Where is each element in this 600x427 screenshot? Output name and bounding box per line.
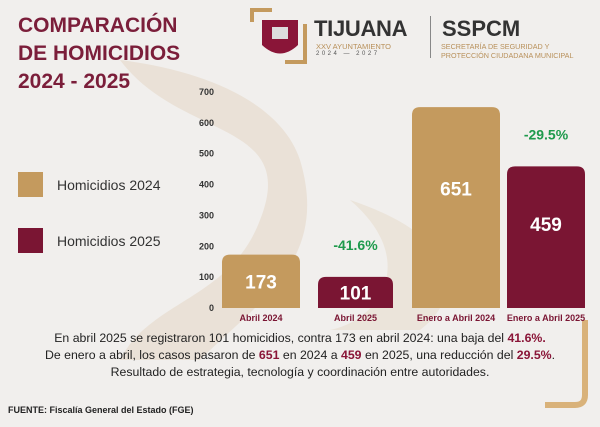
summary-line-3: Resultado de estrategia, tecnología y co… <box>110 365 490 379</box>
y-tick-label: 100 <box>199 272 214 282</box>
text: en 2024 a <box>279 348 341 362</box>
highlight: 651 <box>258 348 280 362</box>
summary-line-2: De enero a abril, los casos pasaron de 6… <box>0 347 600 364</box>
y-tick-label: 400 <box>199 180 214 190</box>
legend-label: Homicidios 2025 <box>57 232 161 249</box>
logo-tijuana: TIJUANA <box>314 16 408 41</box>
y-tick-label: 200 <box>199 241 214 251</box>
logo-org-name: SECRETARÍA DE SEGURIDAD Y PROTECCIÓN CIU… <box>441 42 573 60</box>
text: . <box>551 348 556 362</box>
bar <box>318 276 393 308</box>
page-title: COMPARACIÓN DE HOMICIDIOS 2024 - 2025 <box>18 12 180 96</box>
title-line: COMPARACIÓN <box>18 14 178 37</box>
logo-ayuntamiento: XXV AYUNTAMIENTO <box>316 42 392 51</box>
org-line: PROTECCIÓN CIUDADANA MUNICIPAL <box>441 51 574 60</box>
bar <box>222 254 300 308</box>
logo-divider <box>430 16 431 58</box>
source-note: FUENTE: Fiscalía General del Estado (FGE… <box>8 405 194 415</box>
x-category-label: Enero a Abril 2024 <box>417 313 495 323</box>
text: En abril 2025 se registraron 101 homicid… <box>54 331 508 345</box>
legend-item-2025: Homicidios 2025 <box>18 228 161 253</box>
bar-value-label: 101 <box>340 283 372 304</box>
y-tick-label: 500 <box>199 149 214 159</box>
x-category-label: Abril 2024 <box>239 313 282 323</box>
summary-text: En abril 2025 se registraron 101 homicid… <box>0 330 600 381</box>
summary-line-1: En abril 2025 se registraron 101 homicid… <box>0 330 600 347</box>
y-tick-label: 600 <box>199 118 214 128</box>
org-line: SECRETARÍA DE SEGURIDAD Y <box>441 42 550 51</box>
decorative-frame <box>545 320 588 408</box>
y-tick-label: 0 <box>209 303 214 313</box>
legend-swatch <box>18 172 43 197</box>
highlight: 29.5% <box>516 348 552 362</box>
bar <box>507 166 585 308</box>
legend-item-2024: Homicidios 2024 <box>18 172 161 197</box>
bar-value-label: 173 <box>245 272 277 293</box>
city-seal-logo <box>250 8 307 64</box>
change-annotation: -29.5% <box>524 126 569 142</box>
y-tick-label: 700 <box>199 87 214 97</box>
y-tick-label: 300 <box>199 210 214 220</box>
logo-sspcm: SSPCM <box>442 16 521 41</box>
title-line: DE HOMICIDIOS <box>18 42 181 65</box>
text: De enero a abril, los casos pasaron de <box>44 348 259 362</box>
x-category-label: Enero a Abril 2025 <box>507 313 585 323</box>
bar-value-label: 651 <box>440 179 472 200</box>
legend-label: Homicidios 2024 <box>57 176 161 193</box>
bar-value-label: 459 <box>530 215 562 236</box>
text: en 2025, una reducción del <box>361 348 517 362</box>
highlight: 459 <box>341 348 362 362</box>
change-annotation: -41.6% <box>333 237 378 253</box>
legend-swatch <box>18 228 43 253</box>
highlight: 41.6%. <box>507 331 546 345</box>
title-line: 2024 - 2025 <box>18 70 131 93</box>
bar <box>412 107 500 309</box>
logo-years: 2024 — 2027 <box>316 51 380 57</box>
x-category-label: Abril 2025 <box>334 313 377 323</box>
